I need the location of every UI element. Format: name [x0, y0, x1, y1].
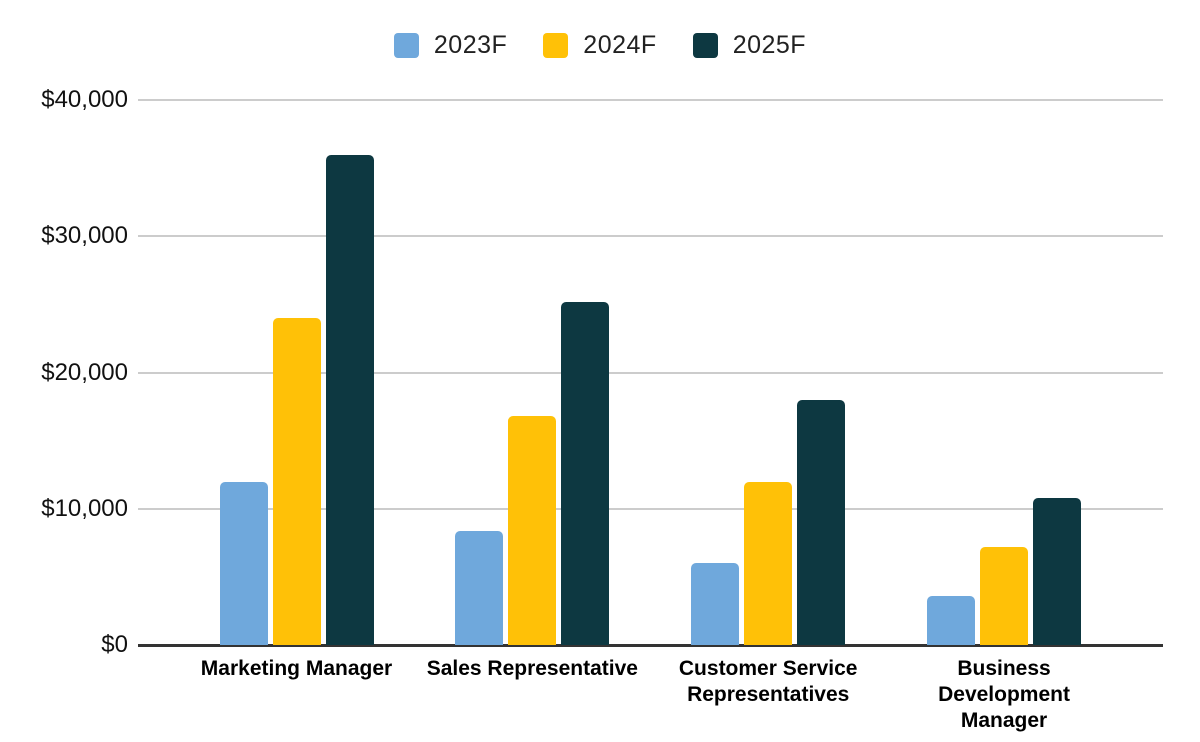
bar-2025F: [325, 154, 374, 645]
legend-label: 2024F: [583, 31, 657, 59]
bar-group: [927, 100, 1082, 645]
bar-2023F: [927, 595, 976, 645]
y-tick-label: $0: [101, 631, 128, 658]
category-label: Sales Representative: [426, 657, 638, 680]
bar-2024F: [744, 481, 793, 645]
y-tick-label: $40,000: [41, 86, 128, 113]
legend-swatch-icon: [692, 33, 718, 58]
bar-group: [455, 100, 610, 645]
category-label: Marketing Manager: [200, 657, 393, 680]
category-label: Business Development Manager: [938, 657, 1070, 732]
gridline: [138, 99, 1163, 101]
bar-2024F: [508, 416, 557, 645]
legend-item-2025F: 2025F: [692, 31, 807, 60]
legend-label: 2023F: [433, 31, 508, 59]
legend-item-2024F: 2024F: [543, 31, 656, 60]
y-tick-label: $20,000: [41, 358, 128, 386]
bar-2023F: [219, 481, 268, 645]
bar-2023F: [691, 563, 740, 645]
bar-2024F: [980, 546, 1029, 645]
bar-2024F: [272, 318, 321, 645]
gridline: [138, 507, 1163, 510]
chart-legend: 2023F 2024F 2025F: [0, 31, 1200, 60]
y-tick-label: $10,000: [41, 494, 128, 522]
bar-2025F: [561, 301, 610, 645]
legend-swatch-icon: [393, 33, 419, 58]
legend-swatch-icon: [543, 33, 569, 58]
y-tick-label: $30,000: [41, 222, 128, 250]
gridline: [138, 235, 1163, 238]
legend-item-2023F: 2023F: [393, 31, 508, 60]
gridline: [138, 371, 1163, 374]
bar-group: [691, 100, 846, 645]
legend-label: 2025F: [732, 31, 807, 59]
bar-group: [219, 100, 374, 645]
x-axis-line: [138, 644, 1163, 647]
bar-2025F: [797, 399, 846, 645]
category-label: Customer Service Representatives: [678, 657, 858, 706]
bar-2025F: [1033, 497, 1082, 645]
bar-2023F: [455, 530, 504, 645]
